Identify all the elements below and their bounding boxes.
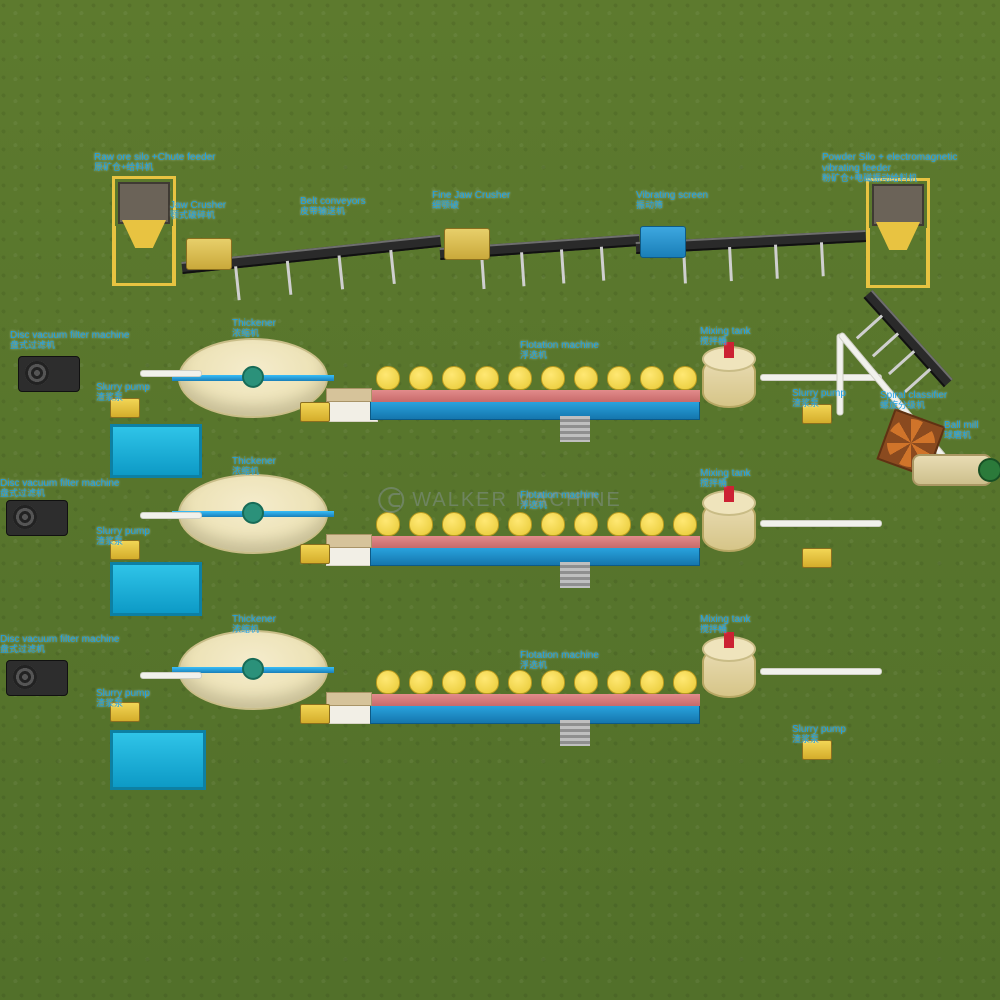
stairs xyxy=(560,416,590,442)
crusher-jaw xyxy=(186,238,232,270)
pipe xyxy=(837,334,844,416)
silo-raw xyxy=(108,176,180,286)
slurry-pump xyxy=(110,398,140,418)
watermark-logo-icon xyxy=(378,487,404,513)
pipe xyxy=(760,668,882,675)
slurry-pump xyxy=(110,702,140,722)
mixing-tank xyxy=(696,490,762,552)
scene: Raw ore silo +Chute feeder原矿仓+给料机Jaw Cru… xyxy=(0,0,1000,1000)
th3 xyxy=(178,630,328,710)
disc-filter xyxy=(18,356,80,392)
watermark-text: WALKER MACHINE xyxy=(412,489,622,512)
water-pool xyxy=(110,730,206,790)
slurry-pump xyxy=(802,740,832,760)
watermark: WALKER MACHINE xyxy=(378,487,622,513)
water-pool xyxy=(110,424,202,478)
crusher-fine xyxy=(444,228,490,260)
disc-filter xyxy=(6,660,68,696)
stairs xyxy=(560,720,590,746)
screen xyxy=(640,226,686,258)
water-pool xyxy=(110,562,202,616)
silo-powder xyxy=(862,178,934,288)
slurry-pump xyxy=(802,548,832,568)
mixing-tank xyxy=(696,636,762,698)
flotation-line xyxy=(370,506,700,566)
slurry-pump xyxy=(110,540,140,560)
pipe xyxy=(140,672,202,679)
pipe xyxy=(140,512,202,519)
disc-filter xyxy=(6,500,68,536)
slurry-pump xyxy=(300,704,330,724)
stairs xyxy=(560,562,590,588)
pipe xyxy=(760,520,882,527)
flotation-line xyxy=(370,360,700,420)
ball-mill xyxy=(912,448,992,492)
slurry-pump xyxy=(300,402,330,422)
slurry-pump xyxy=(802,404,832,424)
mixing-tank xyxy=(696,346,762,408)
pipe xyxy=(140,370,202,377)
slurry-pump xyxy=(300,544,330,564)
flotation-line xyxy=(370,664,700,724)
pipe xyxy=(760,374,882,381)
